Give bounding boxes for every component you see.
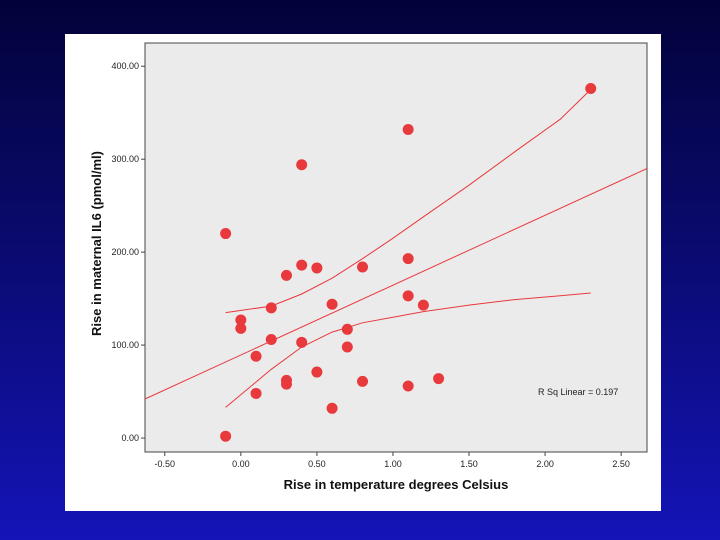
y-axis-ticks: 0.00 100.00 200.00 300.00 400.00: [111, 61, 145, 443]
data-point: [235, 322, 247, 334]
x-tick-label: 0.50: [308, 459, 326, 469]
y-tick-label: 300.00: [111, 154, 139, 164]
x-axis-ticks: -0.50 0.00 0.50 1.00 1.50 2.00 2.50: [155, 452, 630, 469]
data-point: [220, 228, 232, 240]
data-point: [265, 334, 277, 346]
data-point: [402, 253, 414, 265]
data-point: [311, 366, 323, 378]
plot-area: [144, 42, 648, 453]
data-point: [357, 375, 369, 387]
data-point: [296, 259, 308, 271]
y-tick-label: 0.00: [121, 433, 139, 443]
y-tick-label: 200.00: [111, 247, 139, 257]
data-point: [311, 262, 323, 274]
data-point: [326, 298, 338, 310]
y-tick-label: 400.00: [111, 61, 139, 71]
data-point: [417, 299, 429, 311]
data-points: [220, 83, 597, 442]
x-tick-label: 1.50: [460, 459, 478, 469]
data-point: [357, 261, 369, 273]
data-point: [402, 123, 414, 135]
data-point: [585, 83, 597, 95]
x-axis-title: Rise in temperature degrees Celsius: [284, 477, 509, 492]
lower-ci-line: [225, 292, 591, 408]
chart-panel: -0.50 0.00 0.50 1.00 1.50 2.00 2.50 0.00 100.00…: [65, 34, 661, 511]
x-tick-label: 0.00: [232, 459, 250, 469]
r-squared-annotation: R Sq Linear = 0.197: [538, 387, 618, 397]
y-axis-title: Rise in maternal IL6 (pmol/ml): [89, 151, 104, 336]
scatter-chart: -0.50 0.00 0.50 1.00 1.50 2.00 2.50 0.00 100.00…: [89, 42, 648, 492]
y-tick-label: 100.00: [111, 340, 139, 350]
regression-lines: [144, 89, 648, 408]
data-point: [250, 387, 262, 399]
x-tick-label: 2.00: [536, 459, 554, 469]
data-point: [296, 159, 308, 171]
data-point: [341, 323, 353, 335]
data-point: [265, 302, 277, 314]
data-point: [326, 402, 338, 414]
x-tick-label: -0.50: [155, 459, 176, 469]
upper-ci-line: [225, 89, 592, 314]
data-point: [341, 341, 353, 353]
data-point: [402, 290, 414, 302]
x-tick-label: 1.00: [384, 459, 402, 469]
data-point: [296, 336, 308, 348]
data-point: [250, 350, 262, 362]
data-point: [402, 380, 414, 392]
data-point: [220, 430, 232, 442]
data-point: [235, 314, 247, 326]
data-point: [280, 378, 292, 390]
fit-line: [144, 168, 648, 400]
data-point: [433, 373, 445, 385]
x-tick-label: 2.50: [612, 459, 630, 469]
data-point: [280, 269, 292, 281]
